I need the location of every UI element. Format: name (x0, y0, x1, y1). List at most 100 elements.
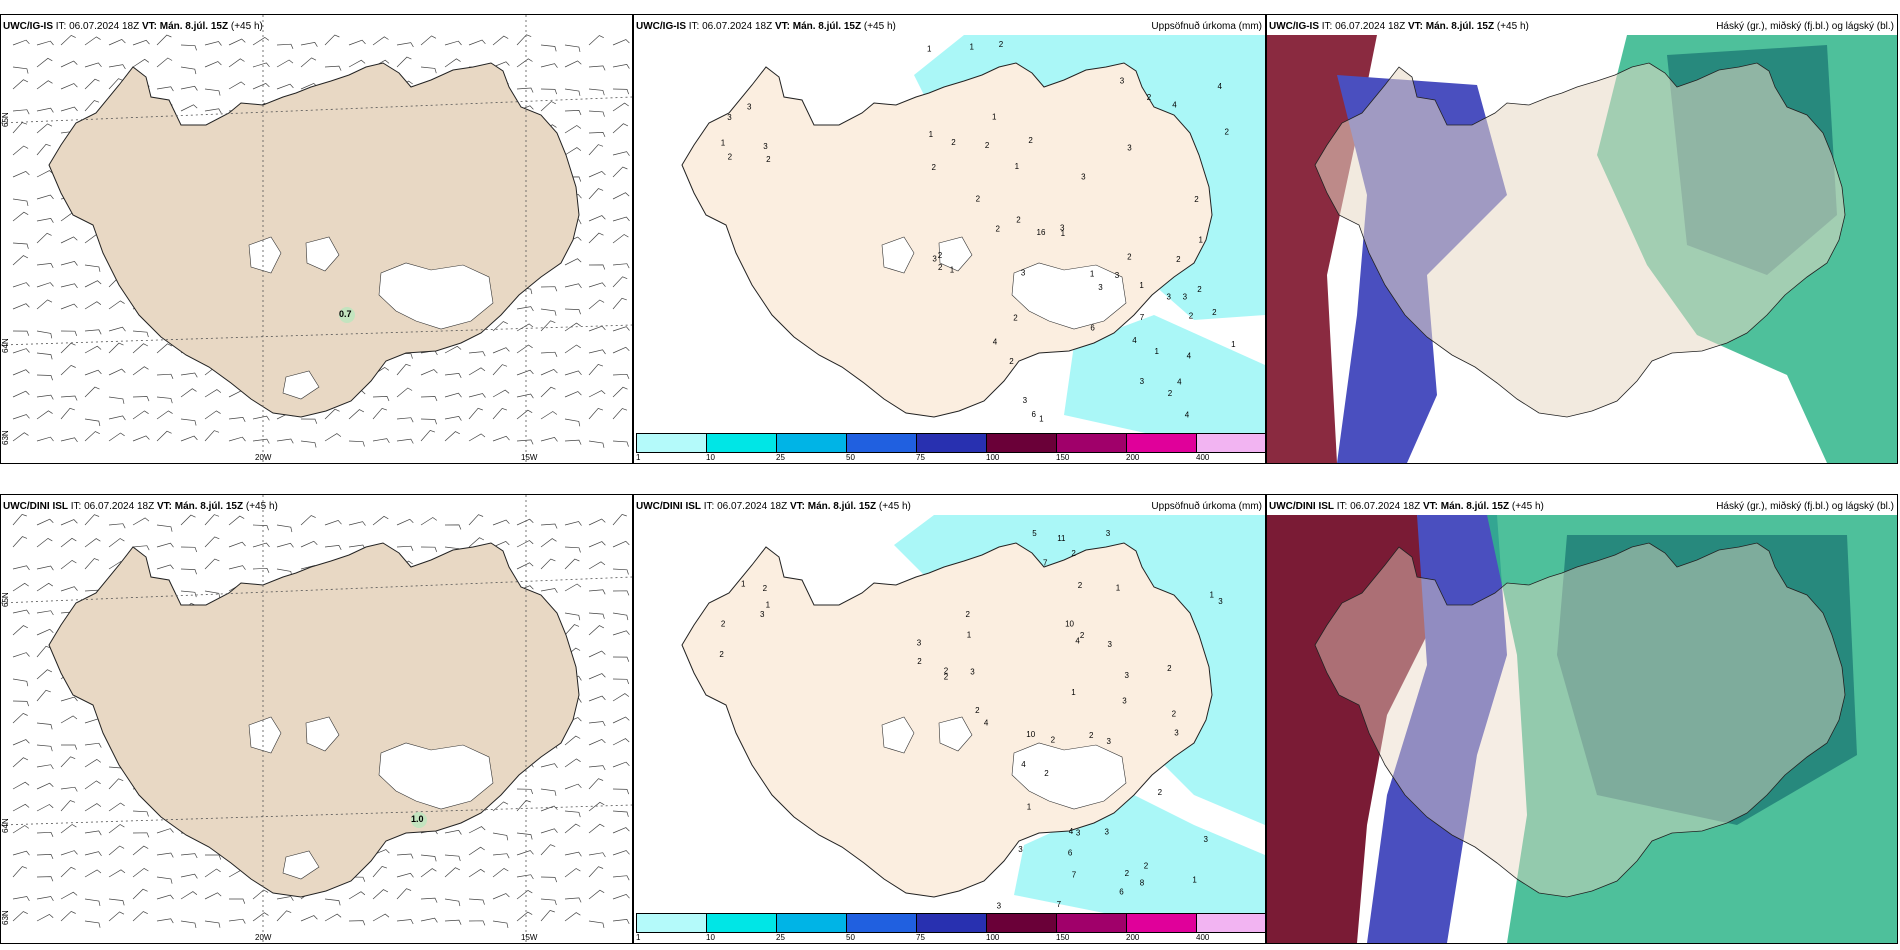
wind-barb-icon (540, 763, 558, 769)
wind-highlight-blob (339, 307, 355, 323)
lon-label-15w: 15W (521, 453, 538, 462)
wind-barb-icon (84, 329, 102, 335)
wind-barb-icon (588, 866, 604, 878)
wind-barb-icon (492, 321, 508, 332)
colorbar-swatch (707, 434, 777, 452)
wind-barb-icon (444, 373, 462, 378)
precip-amount-label: 10 (1065, 619, 1074, 628)
precip-amount-label: 3 (1098, 283, 1103, 292)
wind-barb-icon (108, 368, 126, 376)
lead-time: (+45 h) (1511, 501, 1544, 512)
wind-barb-icon (252, 542, 270, 548)
precip-amount-label: 4 (1075, 637, 1080, 646)
model-name: UWC/DINI ISL (3, 501, 68, 512)
wind-barb-icon (612, 166, 628, 178)
wind-barb-icon (12, 211, 29, 222)
wind-barb-icon (12, 109, 30, 115)
wind-barb-icon (180, 66, 197, 75)
wind-barb-icon (84, 280, 102, 288)
precip-amount-label: 10 (1026, 730, 1035, 739)
wind-barb-icon (468, 920, 486, 926)
wind-barb-icon (108, 300, 125, 310)
wind-barb-icon (12, 565, 30, 571)
wind-barb-icon (540, 538, 557, 548)
precip-amount-label: 1 (1015, 162, 1020, 171)
wind-barb-icon (12, 739, 30, 746)
wind-barb-icon (132, 410, 149, 420)
wind-barb-icon (300, 57, 317, 68)
precip-amount-label: 2 (996, 225, 1001, 234)
wind-barb-icon (12, 122, 28, 134)
wind-barb-icon (540, 286, 558, 292)
model-name: UWC/DINI ISL (1269, 501, 1334, 512)
glacier-vatnajokull (378, 262, 494, 330)
wind-barb-icon (420, 369, 438, 376)
wind-barb-icon (540, 558, 556, 570)
precip-amount-label: 2 (1225, 127, 1230, 136)
wind-barb-icon (348, 39, 366, 46)
wind-barb-icon (612, 590, 630, 596)
wind-barb-icon (540, 876, 558, 883)
glacier-vatnajokull (1011, 262, 1127, 330)
wind-barb-icon (12, 850, 30, 856)
wind-title-bottom: UWC/DINI ISL IT: 06.07.2024 18Z VT: Mán.… (3, 501, 278, 512)
wind-title-top: UWC/IG-IS IT: 06.07.2024 18Z VT: Mán. 8.… (3, 21, 263, 32)
colorbar-tick-label: 400 (1196, 933, 1210, 942)
wind-barb-icon (468, 407, 483, 420)
init-time: IT: 06.07.2024 18Z (70, 501, 155, 512)
precip-amount-label: 2 (721, 619, 726, 628)
wind-barb-icon (420, 429, 436, 442)
wind-barb-icon (516, 306, 534, 312)
precip-amount-label: 2 (976, 194, 981, 203)
wind-barb-icon (444, 524, 462, 530)
wind-barb-icon (492, 347, 510, 354)
wind-barb-icon (60, 236, 78, 244)
precip-amount-label: 3 (970, 668, 975, 677)
wind-barb-icon (612, 64, 630, 69)
wind-barb-icon (588, 650, 606, 658)
precip-amount-label: 4 (1187, 352, 1192, 361)
wind-highlight-blob (411, 812, 427, 828)
wind-barb-icon (180, 546, 198, 553)
lat-label-63n: 63N (1, 910, 10, 925)
precip-amount-label: 3 (1174, 728, 1179, 737)
wind-barb-icon (180, 44, 197, 51)
precip-amount-label: 3 (1167, 293, 1172, 302)
wind-barb-icon (60, 519, 78, 526)
wind-barb-icon (372, 36, 389, 46)
wind-barb-icon (36, 764, 54, 770)
wind-barb-icon (84, 869, 102, 878)
lon-label-20w: 20W (255, 933, 272, 942)
wind-barb-icon (612, 738, 630, 746)
wind-barb-icon (396, 545, 414, 551)
precip-amount-label: 2 (1167, 664, 1172, 673)
precip-amount-label: 2 (763, 584, 768, 593)
wind-barb-icon (612, 123, 629, 134)
iceland-landmass (48, 542, 580, 898)
wind-barb-icon (324, 898, 341, 906)
wind-barb-icon (612, 761, 630, 768)
wind-barb-icon (204, 61, 222, 68)
model-name: UWC/IG-IS (636, 21, 686, 32)
wind-barb-icon (564, 88, 581, 96)
wind-barb-icon (84, 851, 102, 857)
wind-barb-icon (36, 40, 54, 46)
wind-barb-icon (228, 81, 246, 90)
wind-barb-icon (252, 82, 270, 90)
wind-barb-icon (540, 368, 558, 376)
wind-barb-icon (12, 414, 30, 420)
precip-amount-label: 1 (1090, 270, 1095, 279)
precip-amount-label: 8 (1140, 879, 1145, 888)
wind-barb-icon (180, 920, 197, 928)
precip-amount-label: 2 (1016, 216, 1021, 225)
wind-barb-icon (276, 43, 294, 49)
wind-barb-icon (588, 765, 606, 771)
wind-barb-icon (12, 582, 29, 592)
wind-barb-icon (36, 57, 53, 68)
wind-barb-icon (60, 891, 78, 900)
precip-map-top: 1232331312324232322312432161121212322211… (681, 35, 1265, 435)
wind-barb-icon (564, 868, 581, 878)
colorbar-swatch (1197, 434, 1265, 452)
wind-barb-icon (324, 34, 340, 46)
lat-line-65n (1, 576, 632, 604)
